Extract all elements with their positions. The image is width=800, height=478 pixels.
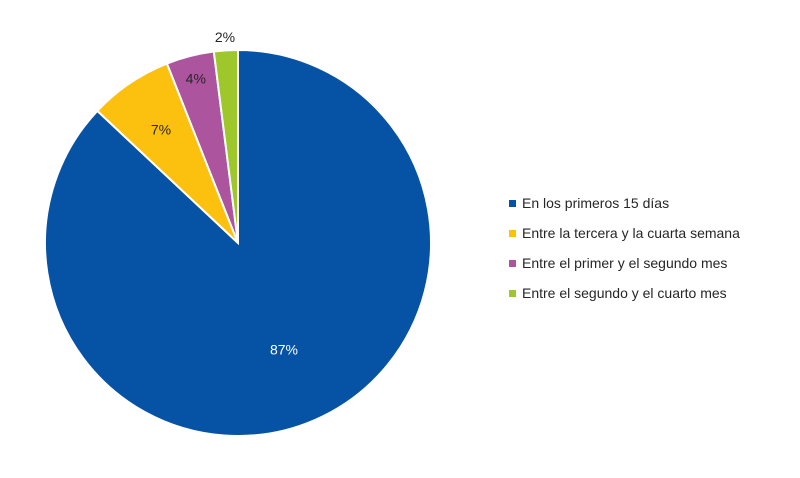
legend-swatch — [509, 199, 516, 207]
slice-second-fourth-month — [212, 48, 239, 244]
legend-label: Entre el primer y el segundo mes — [522, 255, 728, 271]
legend-item-second-fourth-month: Entre el segundo y el cuarto mes — [509, 278, 794, 308]
data-label-third-fourth-week: 7% — [151, 122, 171, 138]
legend-label: En los primeros 15 días — [522, 195, 670, 211]
data-label-second-fourth-month: 2% — [215, 29, 235, 45]
legend-item-third-fourth-week: Entre la tercera y la cuarta semana — [509, 218, 794, 248]
data-label-first-second-month: 4% — [186, 71, 206, 87]
legend-item-first-15-days: En los primeros 15 días — [509, 188, 794, 218]
chart-legend: En los primeros 15 días Entre la tercera… — [509, 188, 794, 308]
legend-swatch — [509, 259, 516, 267]
legend-label: Entre el segundo y el cuarto mes — [522, 285, 727, 301]
legend-swatch — [509, 289, 516, 297]
data-label-first-15-days: 87% — [270, 341, 298, 357]
legend-swatch — [509, 229, 516, 237]
legend-item-first-second-month: Entre el primer y el segundo mes — [509, 248, 794, 278]
legend-label: Entre la tercera y la cuarta semana — [522, 225, 740, 241]
